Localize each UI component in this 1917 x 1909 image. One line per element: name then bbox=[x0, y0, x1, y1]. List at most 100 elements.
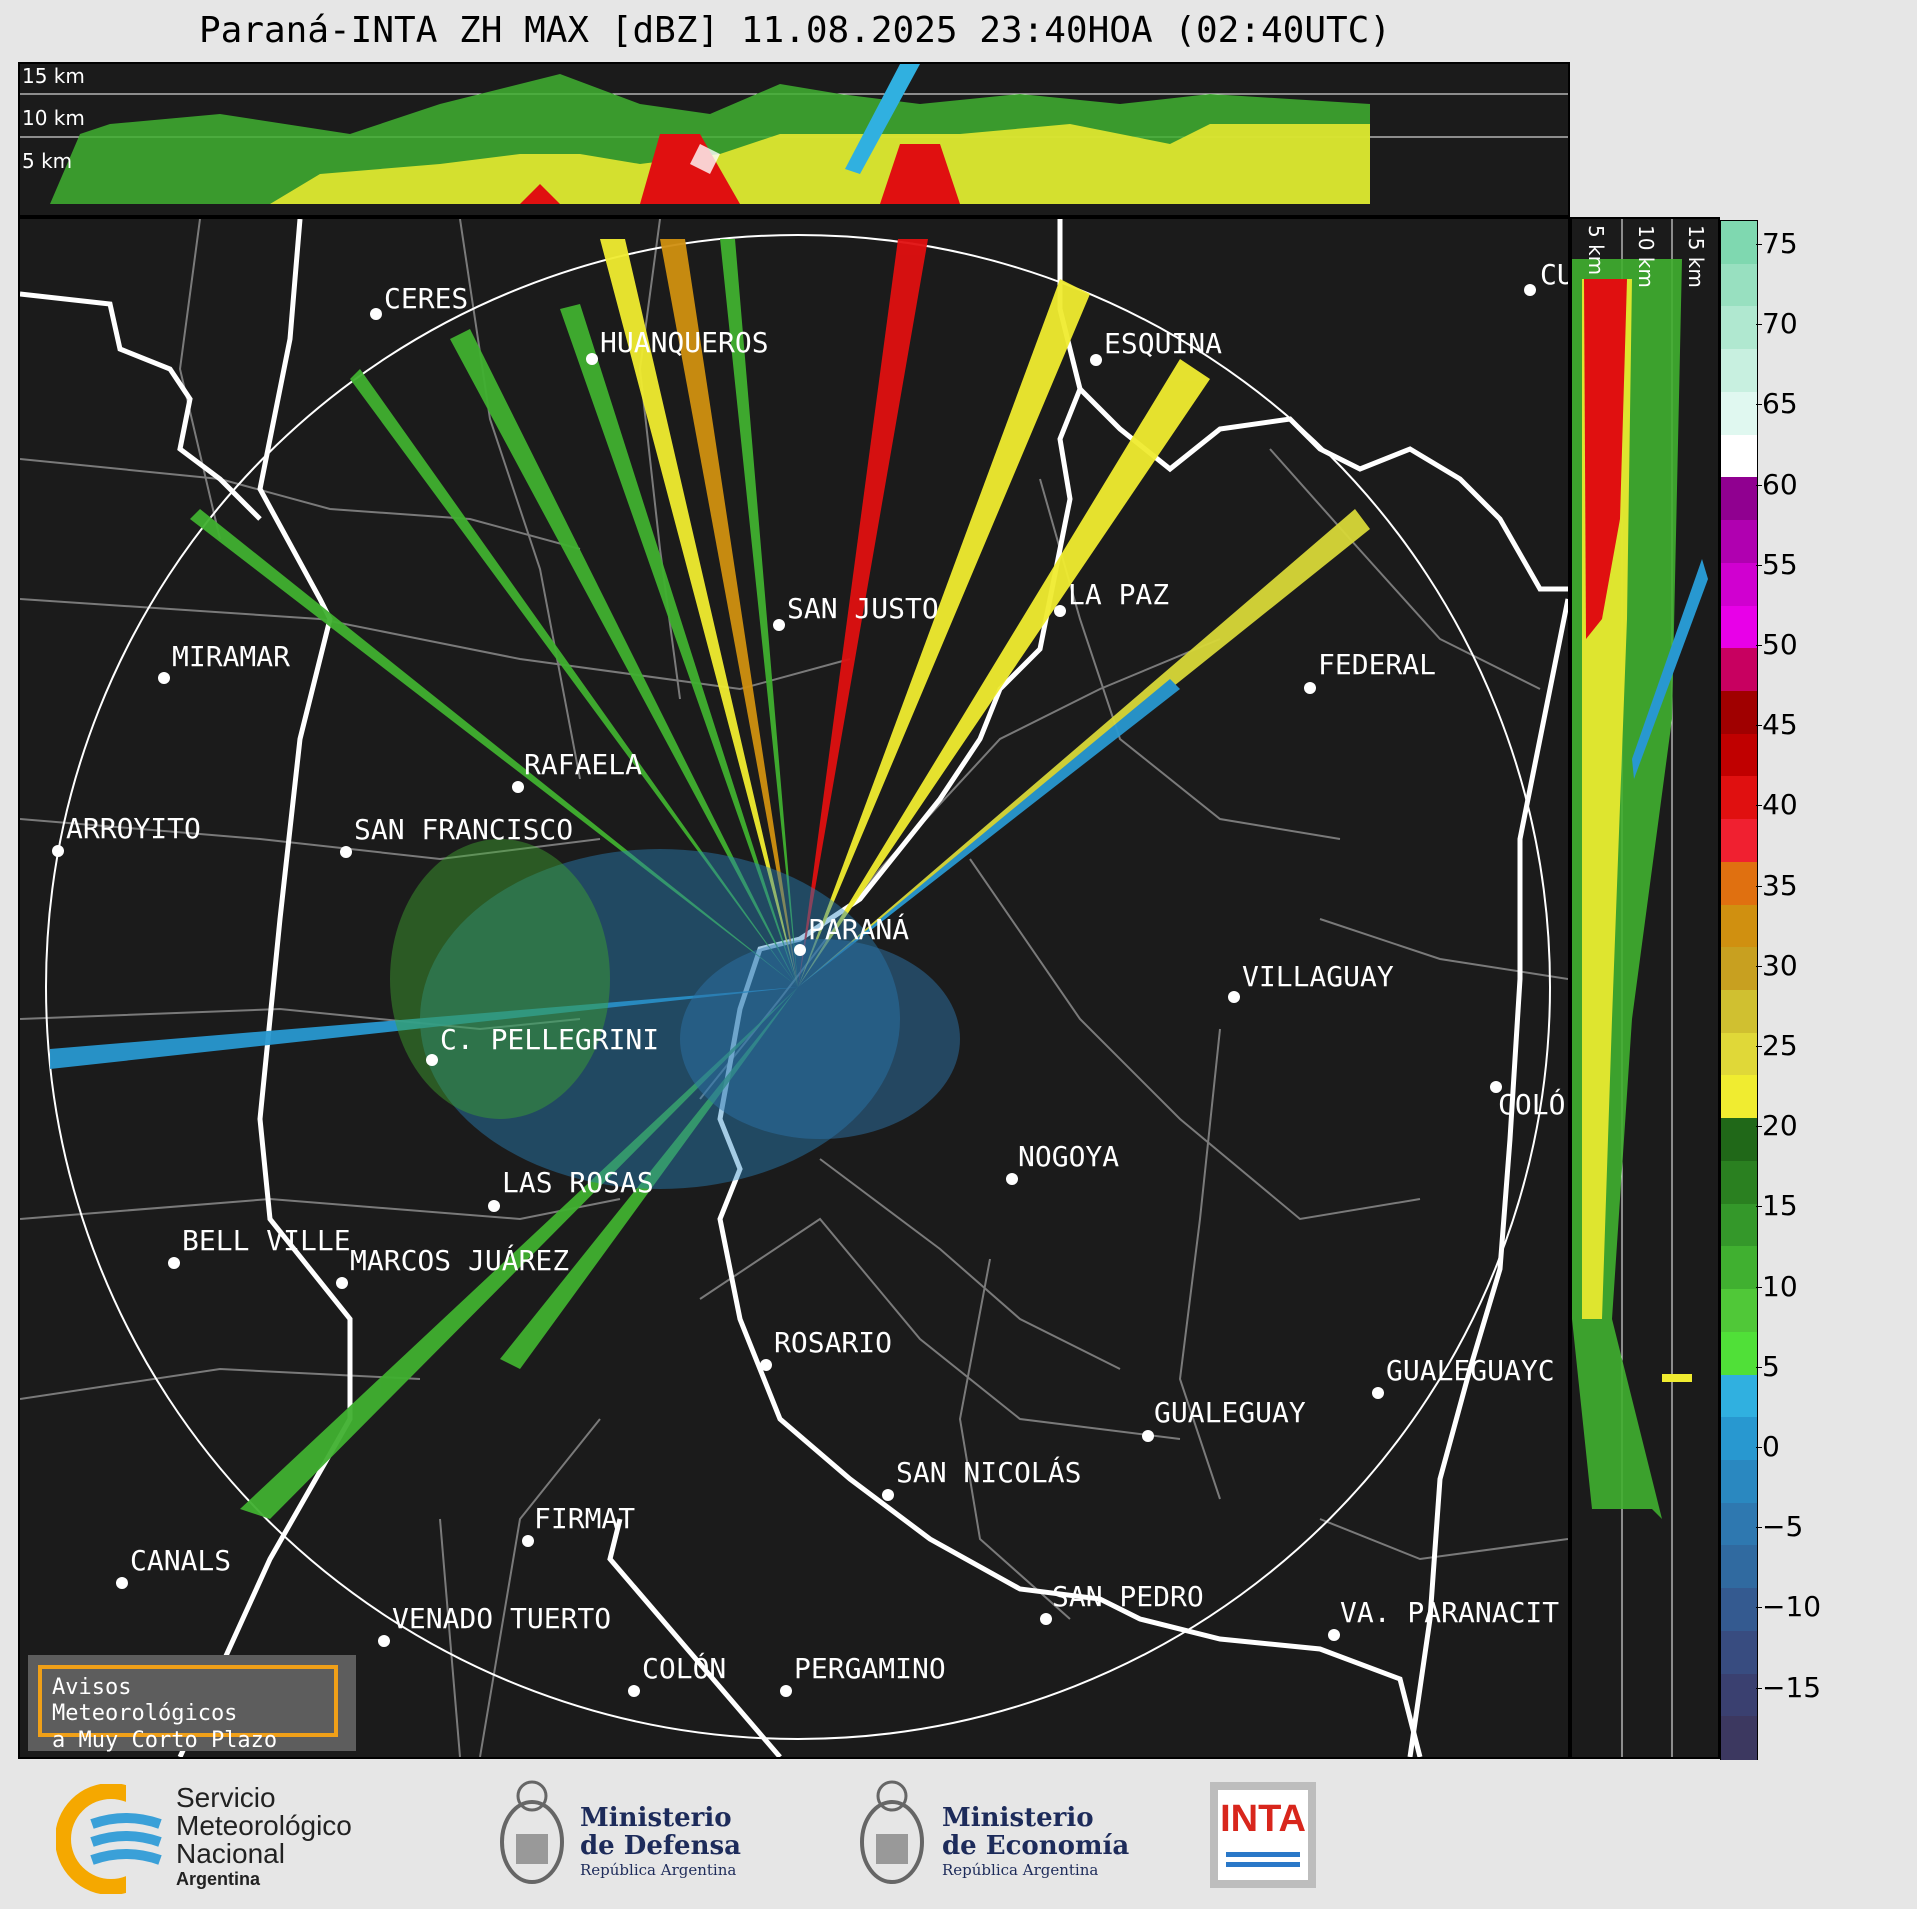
department-borders bbox=[20, 219, 1568, 1757]
colorbar-band bbox=[1721, 1118, 1757, 1162]
city-label-san-justo: SAN JUSTO bbox=[787, 592, 939, 625]
city-label-las-rosas: LAS ROSAS bbox=[502, 1166, 654, 1199]
colorbar-band bbox=[1721, 221, 1757, 265]
colorbar-tick-mark bbox=[1756, 1286, 1762, 1288]
city-label-colon: COLÓN bbox=[642, 1652, 727, 1685]
city-marker-rosario bbox=[760, 1359, 772, 1371]
colorbar-band bbox=[1721, 648, 1757, 692]
colorbar-band bbox=[1721, 1331, 1757, 1376]
city-marker-esquina bbox=[1090, 354, 1102, 366]
city-marker-ceres bbox=[370, 308, 382, 320]
colorbar-tick-mark bbox=[1756, 404, 1762, 406]
city-label-villaguay: VILLAGUAY bbox=[1242, 960, 1394, 993]
colorbar-band bbox=[1721, 349, 1757, 393]
city-marker-firmat bbox=[522, 1535, 534, 1547]
colorbar-band bbox=[1721, 263, 1757, 308]
colorbar-tick-mark bbox=[1756, 1366, 1762, 1368]
side-height-label-10km: 10 km bbox=[1634, 225, 1658, 288]
colorbar-band bbox=[1721, 1160, 1757, 1205]
colorbar-tick-label: 20 bbox=[1762, 1109, 1798, 1143]
economia-line2: de Economía bbox=[942, 1831, 1130, 1861]
city-label-colo: COLÓ bbox=[1498, 1088, 1566, 1121]
province-borders bbox=[20, 219, 1568, 1757]
city-marker-nogoya bbox=[1006, 1173, 1018, 1185]
colorbar-tick-label: 10 bbox=[1762, 1269, 1798, 1303]
smn-line2: Meteorológico bbox=[176, 1810, 352, 1841]
colorbar-band bbox=[1721, 1588, 1757, 1632]
defensa-coat-of-arms-icon bbox=[500, 1780, 564, 1884]
city-label-firmat: FIRMAT bbox=[534, 1502, 636, 1535]
city-marker-parana bbox=[794, 944, 806, 956]
colorbar-band bbox=[1721, 1203, 1757, 1248]
city-label-nogoya: NOGOYA bbox=[1018, 1140, 1120, 1173]
city-marker-huanqueros bbox=[586, 353, 598, 365]
city-label-bell-ville: BELL VILLE bbox=[182, 1224, 351, 1257]
colorbar-tick-mark bbox=[1756, 1527, 1762, 1529]
colorbar-tick-mark bbox=[1756, 244, 1762, 245]
top-cross-section-panel: 15 km 10 km 5 km bbox=[18, 62, 1570, 217]
city-label-cu: CU bbox=[1540, 258, 1568, 291]
city-label-huanqueros: HUANQUEROS bbox=[600, 326, 769, 359]
city-marker-las-rosas bbox=[488, 1200, 500, 1212]
radar-map[interactable]: CERES HUANQUEROS ESQUINA CU SAN JUSTO LA… bbox=[18, 217, 1570, 1759]
city-label-san-francisco: SAN FRANCISCO bbox=[354, 813, 574, 846]
city-label-esquina: ESQUINA bbox=[1104, 327, 1223, 360]
city-label-gualeguaychu: GUALEGUAYC bbox=[1386, 1354, 1555, 1387]
height-label-15km: 15 km bbox=[22, 64, 85, 88]
colorbar-tick-label: 15 bbox=[1762, 1189, 1798, 1223]
city-marker-colo bbox=[1490, 1081, 1502, 1093]
colorbar-tick-label: 25 bbox=[1762, 1029, 1798, 1062]
city-marker-va-paranacito bbox=[1328, 1629, 1340, 1641]
colorbar-tick-mark bbox=[1756, 645, 1762, 646]
smn-logo-icon bbox=[56, 1784, 166, 1894]
avisos-line2: a Muy Corto Plazo bbox=[52, 1727, 278, 1753]
inta-logo: INTA bbox=[1210, 1782, 1316, 1888]
colorbar-tick-label: 35 bbox=[1762, 868, 1798, 902]
colorbar-tick-label: 70 bbox=[1762, 307, 1798, 341]
colorbar-tick-label: 60 bbox=[1762, 467, 1798, 501]
side-height-label-5km: 5 km bbox=[1584, 225, 1608, 276]
colorbar-tick-label: 5 bbox=[1762, 1349, 1780, 1383]
height-label-5km: 5 km bbox=[22, 149, 73, 173]
avisos-badge[interactable]: Avisos Meteorológicos a Muy Corto Plazo bbox=[28, 1655, 356, 1753]
smn-text: Servicio Meteorológico Nacional Argentin… bbox=[176, 1784, 352, 1890]
colorbar-tick-label: 0 bbox=[1762, 1430, 1780, 1463]
colorbar-tick-mark bbox=[1756, 1607, 1762, 1609]
city-marker-c-pellegrini bbox=[426, 1054, 438, 1066]
defensa-line3: República Argentina bbox=[580, 1861, 737, 1879]
economia-text: Ministerio de Economía República Argenti… bbox=[942, 1804, 1129, 1880]
colorbar-tick-mark bbox=[1756, 805, 1762, 807]
city-marker-arroyito bbox=[52, 845, 64, 857]
city-label-miramar: MIRAMAR bbox=[172, 640, 291, 673]
city-label-c-pellegrini: C. PELLEGRINI bbox=[440, 1023, 660, 1056]
footer-logos: Servicio Meteorológico Nacional Argentin… bbox=[0, 1760, 1917, 1909]
colorbar-band bbox=[1721, 733, 1757, 778]
colorbar-band bbox=[1721, 690, 1757, 735]
city-label-rafaela: RAFAELA bbox=[524, 748, 643, 781]
colorbar-tick-label: 45 bbox=[1762, 708, 1798, 742]
economia-line3: República Argentina bbox=[942, 1861, 1099, 1879]
colorbar-band bbox=[1721, 1545, 1757, 1590]
colorbar-tick-mark bbox=[1756, 725, 1762, 727]
avisos-frame: Avisos Meteorológicos a Muy Corto Plazo bbox=[38, 1665, 338, 1753]
colorbar-band bbox=[1721, 1246, 1757, 1291]
city-label-pergamino: PERGAMINO bbox=[794, 1652, 946, 1685]
inta-logo-text: INTA bbox=[1220, 1798, 1306, 1840]
defensa-line1: Ministerio bbox=[580, 1803, 732, 1833]
city-marker-cu bbox=[1524, 284, 1536, 296]
side-cross-section-panel: 5 km 10 km 15 km bbox=[1570, 217, 1720, 1759]
colorbar-band bbox=[1721, 520, 1757, 564]
colorbar-tick-label: 55 bbox=[1762, 547, 1798, 581]
colorbar-band bbox=[1721, 776, 1757, 821]
smn-line1: Servicio bbox=[176, 1782, 276, 1813]
city-label-federal: FEDERAL bbox=[1318, 648, 1437, 681]
city-label-canals: CANALS bbox=[130, 1544, 232, 1577]
city-marker-san-justo bbox=[773, 619, 785, 631]
colorbar-band bbox=[1721, 562, 1757, 607]
colorbar-band bbox=[1721, 1630, 1757, 1675]
economia-line1: Ministerio bbox=[942, 1803, 1094, 1833]
city-label-san-pedro: SAN PEDRO bbox=[1052, 1580, 1204, 1613]
colorbar-band bbox=[1721, 1673, 1757, 1718]
city-marker-rafaela bbox=[512, 781, 524, 793]
colorbar-tick-mark bbox=[1756, 1126, 1762, 1128]
